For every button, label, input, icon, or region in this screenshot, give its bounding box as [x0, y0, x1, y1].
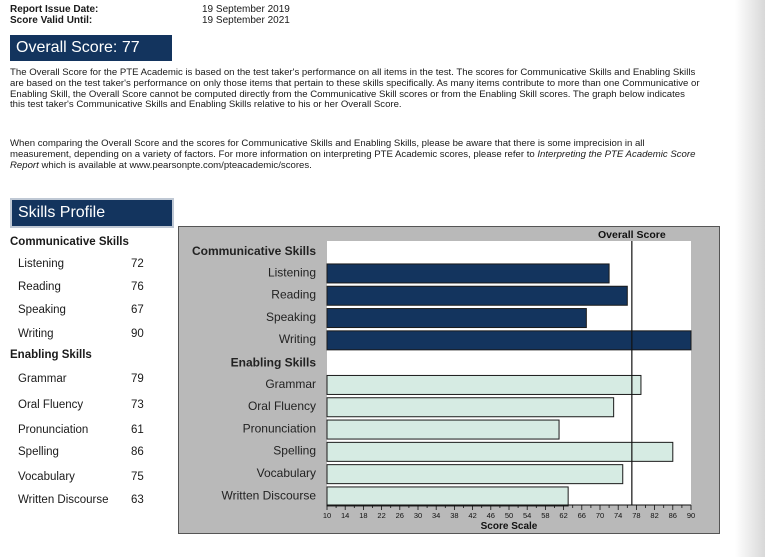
x-tick-label: 42: [468, 511, 476, 520]
chart-bar-writing: [326, 330, 692, 351]
skill-score-listening: 72: [131, 258, 144, 270]
x-tick-label: 54: [523, 511, 531, 520]
skill-name-written-discourse: Written Discourse: [18, 494, 109, 506]
score-valid-label: Score Valid Until:: [10, 15, 93, 26]
chart-label-listening: Listening: [268, 265, 316, 279]
skill-name-grammar: Grammar: [18, 373, 67, 385]
x-tick-label: 26: [396, 511, 404, 520]
skill-score-written-discourse: 63: [131, 494, 144, 506]
chart-bar-reading: [326, 285, 628, 306]
overall-score-banner: Overall Score: 77: [10, 35, 172, 61]
x-tick-label: 14: [341, 511, 349, 520]
x-tick-label: 18: [359, 511, 367, 520]
skills-bar-chart: Communicative Skills Listening Reading Spea…: [192, 229, 695, 532]
chart-bar-pronunciation: [326, 419, 560, 440]
x-tick-label: 70: [596, 511, 604, 520]
skill-score-spelling: 86: [131, 446, 144, 458]
chart-label-vocabulary: Vocabulary: [257, 466, 316, 480]
x-tick-label: 58: [541, 511, 549, 520]
x-tick-label: 82: [650, 511, 658, 520]
x-tick-label: 50: [505, 511, 513, 520]
skill-name-spelling: Spelling: [18, 446, 59, 458]
chart-bar-oral-fluency: [326, 397, 615, 418]
x-tick-label: 34: [432, 511, 440, 520]
skill-score-pronunciation: 61: [131, 424, 144, 436]
skills-chart-panel: Communicative Skills Listening Reading Spea…: [178, 226, 720, 534]
skill-name-pronunciation: Pronunciation: [18, 424, 89, 436]
score-report-guide-title: Interpreting the PTE Academic Score Repo…: [10, 148, 696, 171]
interpretation-text: When comparing the Overall Score and the…: [10, 138, 645, 160]
skill-score-writing: 90: [131, 328, 144, 340]
x-tick-label: 86: [669, 511, 677, 520]
skill-name-writing: Writing: [18, 328, 54, 340]
report-issue-date: 19 September 2019: [202, 4, 290, 15]
chart-label-speaking: Speaking: [266, 310, 316, 324]
page-edge-shadow: [735, 0, 765, 557]
x-tick-label: 74: [614, 511, 622, 520]
enabling-skills-heading: Enabling Skills: [10, 349, 92, 361]
skill-name-listening: Listening: [18, 258, 65, 270]
x-axis-title: Score Scale: [481, 521, 538, 532]
chart-bar-written-discourse: [326, 486, 569, 507]
x-tick-label: 10: [323, 511, 331, 520]
x-tick-label: 30: [414, 511, 422, 520]
skills-profile-banner: Skills Profile: [10, 198, 174, 228]
chart-group-label-enabling-skills: Enabling Skills: [231, 356, 317, 370]
score-valid-date: 19 September 2021: [202, 15, 290, 26]
chart-label-oral-fluency: Oral Fluency: [248, 399, 316, 413]
chart-group-label-communicative-skills: Communicative Skills: [192, 244, 316, 258]
chart-bar-listening: [326, 263, 610, 284]
interpretation-paragraph: When comparing the Overall Score and the…: [10, 138, 700, 171]
communicative-skills-heading: Communicative Skills: [10, 236, 129, 248]
chart-label-pronunciation: Pronunciation: [243, 421, 316, 435]
chart-bar-vocabulary: [326, 464, 624, 485]
x-tick-label: 66: [578, 511, 586, 520]
skill-score-speaking: 67: [131, 304, 144, 316]
x-tick-label: 78: [632, 511, 640, 520]
overall-score-line-label: Overall Score: [598, 229, 666, 241]
overall-score-label: Overall Score:: [16, 39, 118, 56]
x-tick-label: 62: [559, 511, 567, 520]
skill-score-grammar: 79: [131, 373, 144, 385]
skill-score-oral-fluency: 73: [131, 399, 144, 411]
chart-bar-grammar: [326, 374, 642, 395]
skill-name-vocabulary: Vocabulary: [18, 471, 75, 483]
chart-bar-speaking: [326, 308, 587, 329]
score-explanation-paragraph: The Overall Score for the PTE Academic i…: [10, 67, 700, 111]
skill-score-vocabulary: 75: [131, 471, 144, 483]
chart-label-writing: Writing: [279, 332, 316, 346]
chart-label-grammar: Grammar: [265, 377, 316, 391]
x-tick-label: 46: [487, 511, 495, 520]
chart-label-written-discourse: Written Discourse: [222, 488, 317, 502]
x-tick-label: 22: [377, 511, 385, 520]
interpretation-tail: which is available at www.pearsonpte.com…: [38, 159, 312, 171]
overall-score-value: 77: [121, 39, 140, 56]
chart-bar-spelling: [326, 441, 674, 462]
chart-label-spelling: Spelling: [273, 444, 316, 458]
chart-label-reading: Reading: [271, 288, 316, 302]
skill-name-oral-fluency: Oral Fluency: [18, 399, 84, 411]
skill-name-reading: Reading: [18, 281, 61, 293]
report-issue-label: Report Issue Date:: [10, 4, 99, 15]
skill-score-reading: 76: [131, 281, 144, 293]
skill-name-speaking: Speaking: [18, 304, 66, 316]
x-tick-label: 38: [450, 511, 458, 520]
x-tick-label: 90: [687, 511, 695, 520]
